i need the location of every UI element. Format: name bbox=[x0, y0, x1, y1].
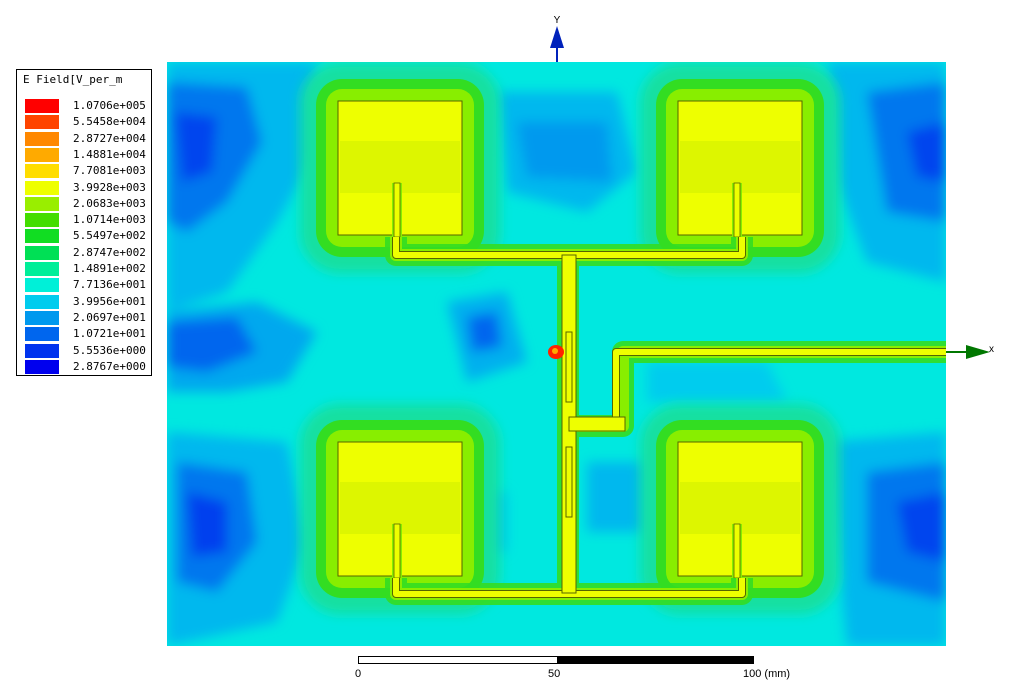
legend-row: 7.7081e+003 bbox=[23, 163, 147, 179]
legend-swatch bbox=[25, 262, 59, 276]
legend-row: 2.8767e+000 bbox=[23, 359, 147, 375]
legend-swatch bbox=[25, 245, 59, 260]
legend-title: E Field[V_per_m bbox=[23, 73, 123, 86]
field-plot[interactable] bbox=[167, 62, 946, 646]
legend-row: 1.4881e+004 bbox=[23, 147, 147, 163]
legend-swatch bbox=[25, 327, 59, 342]
field-map bbox=[167, 62, 946, 646]
scale-tick-mid: 50 bbox=[548, 668, 561, 680]
legend-value: 5.5536e+000 bbox=[73, 343, 146, 357]
legend-row: 1.4891e+002 bbox=[23, 261, 147, 277]
legend-row: 2.8747e+002 bbox=[23, 245, 147, 261]
legend-value: 3.9928e+003 bbox=[73, 180, 146, 194]
legend-value: 1.4891e+002 bbox=[73, 262, 146, 275]
legend-value: 7.7136e+001 bbox=[73, 278, 146, 292]
legend-swatch bbox=[25, 196, 59, 211]
legend-swatch bbox=[25, 310, 59, 325]
low-field-regions bbox=[167, 62, 946, 646]
legend-value: 1.0706e+005 bbox=[73, 99, 146, 112]
scale-bar bbox=[358, 656, 754, 664]
legend-swatch bbox=[25, 180, 59, 195]
legend-value: 2.0683e+003 bbox=[73, 196, 146, 210]
legend-value: 2.0697e+001 bbox=[73, 310, 146, 324]
legend-value: 2.8767e+000 bbox=[73, 359, 146, 373]
legend-row: 3.9956e+001 bbox=[23, 294, 147, 310]
legend-row: 7.7136e+001 bbox=[23, 277, 147, 293]
legend-swatch bbox=[25, 115, 59, 130]
legend-row: 1.0706e+005 bbox=[23, 98, 147, 114]
legend-row: 1.0721e+001 bbox=[23, 326, 147, 342]
legend-swatch bbox=[25, 278, 59, 293]
legend-value: 3.9956e+001 bbox=[73, 294, 146, 308]
legend-row: 2.0697e+001 bbox=[23, 310, 147, 326]
scale-tick-end: 100 (mm) bbox=[743, 668, 791, 680]
field-legend: E Field[V_per_m 1.0706e+005 5.5458e+004 2.… bbox=[16, 69, 152, 376]
legend-row: 2.8727e+004 bbox=[23, 131, 147, 147]
legend-value: 1.0714e+003 bbox=[73, 213, 146, 227]
legend-value: 5.5497e+002 bbox=[73, 229, 146, 243]
legend-swatch bbox=[25, 229, 59, 244]
legend-row: 5.5497e+002 bbox=[23, 228, 147, 244]
legend-value: 1.4881e+004 bbox=[73, 147, 146, 161]
legend-row: 5.5458e+004 bbox=[23, 114, 147, 130]
legend-value: 7.7081e+003 bbox=[73, 164, 146, 178]
y-axis-arrow-icon bbox=[550, 26, 564, 48]
legend-row: 5.5536e+000 bbox=[23, 343, 147, 359]
legend-value: 1.0721e+001 bbox=[73, 327, 146, 341]
legend-value: 2.8727e+004 bbox=[73, 131, 146, 145]
legend-swatch bbox=[25, 164, 59, 179]
x-axis-label: x bbox=[989, 344, 994, 355]
legend-value: 5.5458e+004 bbox=[73, 115, 146, 129]
legend-swatch bbox=[25, 131, 59, 146]
x-axis-arrow-icon bbox=[966, 345, 990, 359]
legend-swatch bbox=[25, 147, 59, 162]
legend-swatch bbox=[25, 359, 59, 374]
legend-swatch bbox=[25, 294, 59, 309]
scale-tick-0: 0 bbox=[355, 668, 362, 680]
legend-swatch bbox=[25, 99, 59, 113]
legend-swatch bbox=[25, 343, 59, 358]
feed-network bbox=[385, 237, 946, 605]
legend-value: 2.8747e+002 bbox=[73, 245, 146, 259]
legend-row: 3.9928e+003 bbox=[23, 180, 147, 196]
y-axis-label: Y bbox=[554, 15, 561, 26]
legend-row: 2.0683e+003 bbox=[23, 196, 147, 212]
legend-row: 1.0714e+003 bbox=[23, 212, 147, 228]
legend-swatch bbox=[25, 213, 59, 228]
